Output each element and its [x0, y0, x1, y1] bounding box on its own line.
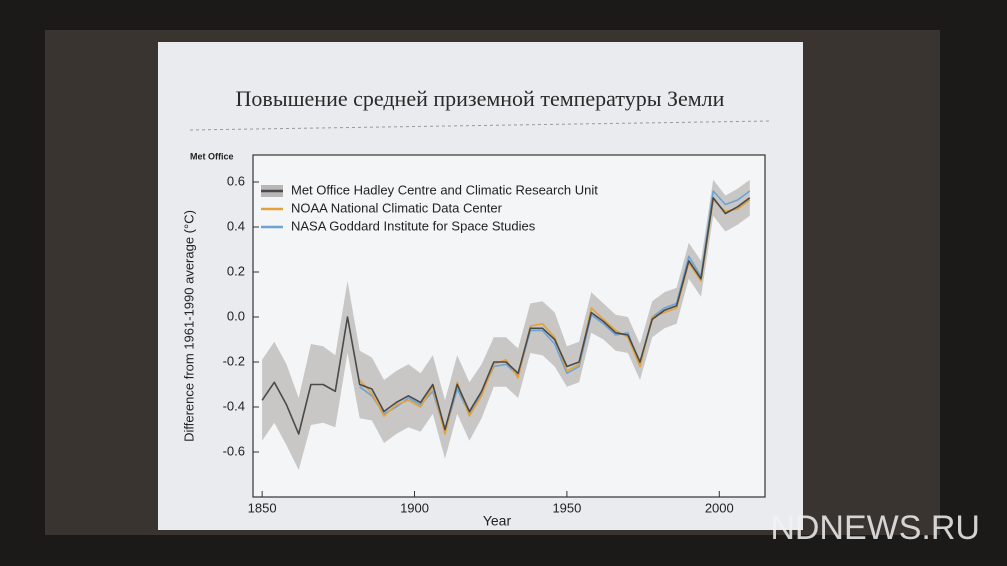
y-axis-label: Difference from 1961-1990 average (°C) [181, 210, 196, 442]
x-axis-label: Year [483, 513, 512, 529]
legend-label: NASA Goddard Institute for Space Studies [291, 218, 536, 233]
y-tick-label: 0.6 [227, 173, 245, 188]
x-tick-label: 1850 [248, 500, 277, 515]
x-tick-label: 1900 [400, 500, 429, 515]
x-tick-label: 1950 [552, 500, 581, 515]
watermark: NDNEWS.RU [770, 509, 980, 547]
y-tick-label: 0.2 [227, 263, 245, 278]
plot-area [252, 154, 766, 498]
y-tick-label: -0.2 [223, 353, 245, 368]
plot: -0.6 -0.4 -0.2 0.0 0.2 0.4 0.6 1850 1900 1950 2000… [223, 154, 766, 515]
slide-title: Повышение средней приземной температуры … [236, 86, 725, 111]
y-tick-label: 0.4 [227, 218, 245, 233]
y-tick-label: -0.4 [223, 398, 245, 413]
series-line [261, 197, 751, 435]
y-tick-label: -0.6 [223, 443, 245, 458]
legend-label: Met Office Hadley Centre and Climatic Re… [291, 182, 598, 197]
x-tick-label: 2000 [705, 500, 734, 515]
title-divider [189, 120, 771, 131]
uncertainty-band [262, 179, 750, 471]
legend-label: NOAA National Climatic Data Center [291, 200, 503, 215]
y-tick-label: 0.0 [227, 308, 245, 323]
source-label: Met Office [190, 151, 234, 161]
